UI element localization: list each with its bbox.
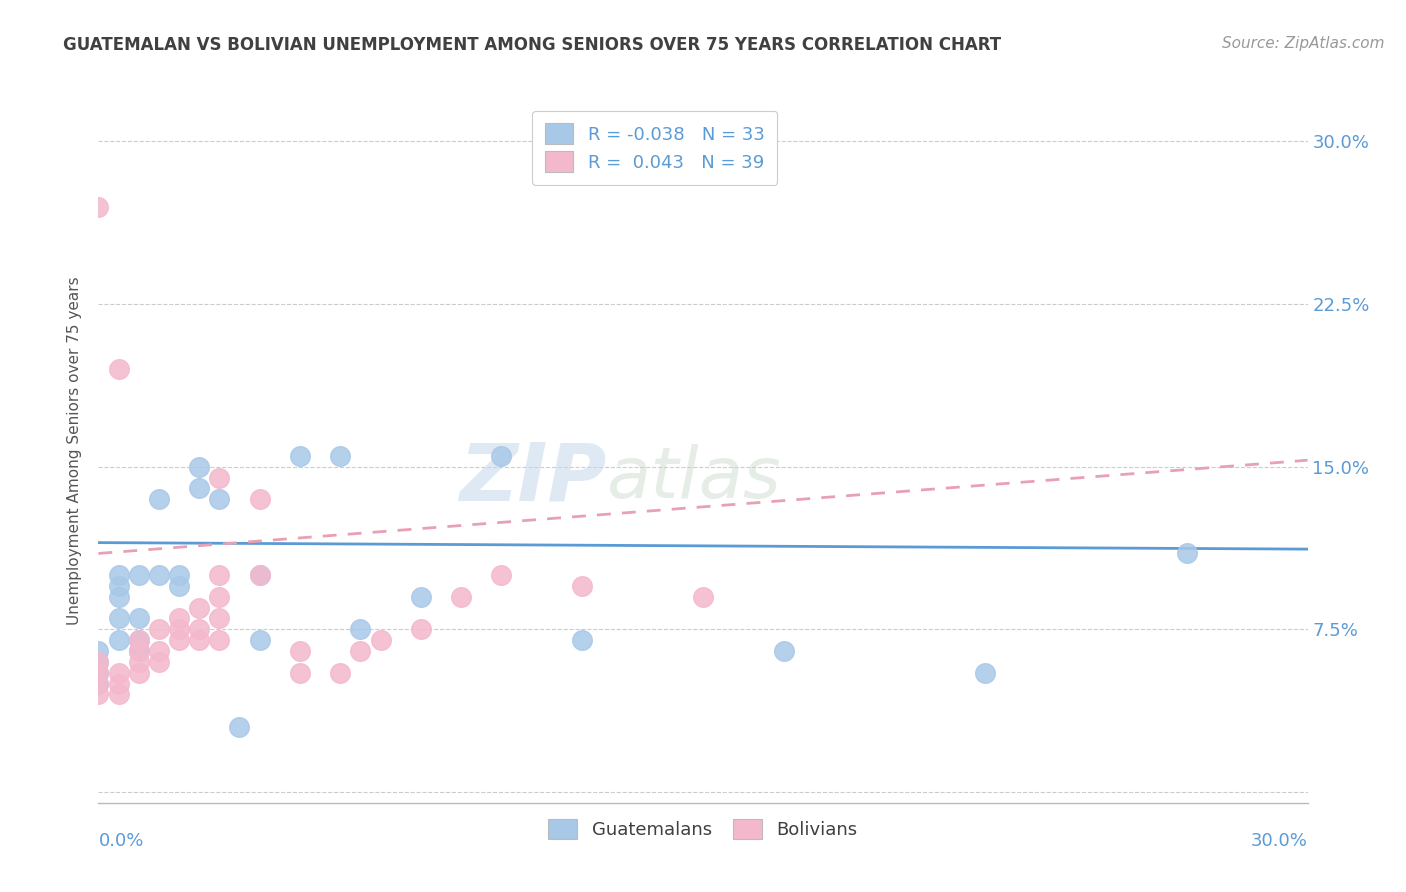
Point [249,568,271,582]
Point [87,200,110,214]
Point [692,590,714,604]
Point [208,633,231,648]
Point [167,568,190,582]
Legend: Guatemalans, Bolivians: Guatemalans, Bolivians [541,812,865,847]
Point [228,720,250,734]
Point [128,665,150,680]
Point [349,644,371,658]
Point [87,676,110,690]
Point [148,623,170,637]
Point [288,644,311,658]
Point [450,590,472,604]
Point [128,633,150,648]
Point [107,687,129,701]
Point [87,655,110,669]
Point [107,590,129,604]
Point [208,611,231,625]
Point [288,665,311,680]
Point [107,568,129,582]
Point [128,644,150,658]
Point [571,633,593,648]
Point [87,676,110,690]
Point [249,633,271,648]
Point [974,665,997,680]
Point [148,492,170,507]
Point [148,568,170,582]
Text: 0.0%: 0.0% [98,832,143,850]
Point [107,362,129,376]
Point [87,687,110,701]
Point [188,459,211,474]
Point [148,644,170,658]
Point [370,633,392,648]
Point [409,623,432,637]
Point [128,644,150,658]
Text: 30.0%: 30.0% [1251,832,1308,850]
Text: GUATEMALAN VS BOLIVIAN UNEMPLOYMENT AMONG SENIORS OVER 75 YEARS CORRELATION CHAR: GUATEMALAN VS BOLIVIAN UNEMPLOYMENT AMON… [63,36,1001,54]
Point [772,644,794,658]
Point [128,655,150,669]
Point [188,600,211,615]
Point [87,665,110,680]
Point [167,611,190,625]
Point [329,665,352,680]
Text: atlas: atlas [606,444,780,513]
Point [128,568,150,582]
Point [128,611,150,625]
Point [128,633,150,648]
Point [208,492,231,507]
Point [167,579,190,593]
Point [288,449,311,463]
Point [249,492,271,507]
Y-axis label: Unemployment Among Seniors over 75 years: Unemployment Among Seniors over 75 years [67,277,83,624]
Point [87,665,110,680]
Point [409,590,432,604]
Point [107,611,129,625]
Point [329,449,352,463]
Point [107,579,129,593]
Point [491,568,513,582]
Point [208,590,231,604]
Point [107,665,129,680]
Text: Source: ZipAtlas.com: Source: ZipAtlas.com [1222,36,1385,51]
Point [1175,546,1198,560]
Text: ZIP: ZIP [458,440,606,517]
Point [87,655,110,669]
Point [107,633,129,648]
Point [208,568,231,582]
Point [571,579,593,593]
Point [188,623,211,637]
Point [249,568,271,582]
Point [491,449,513,463]
Point [107,676,129,690]
Point [208,470,231,484]
Point [148,655,170,669]
Point [87,644,110,658]
Point [188,633,211,648]
Point [167,633,190,648]
Point [349,623,371,637]
Point [692,167,714,181]
Point [188,482,211,496]
Point [167,623,190,637]
